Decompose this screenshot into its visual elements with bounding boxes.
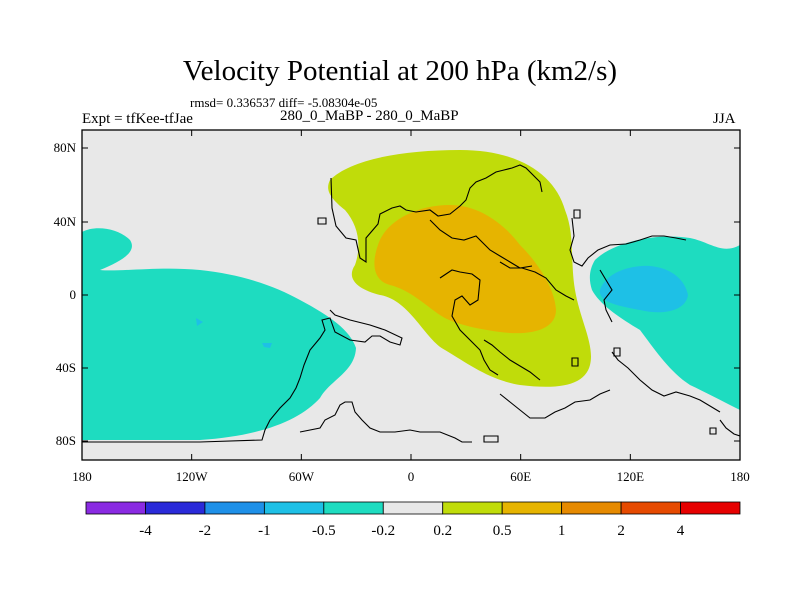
colorbar-label: -0.5 <box>312 523 336 539</box>
neg-region-east-blob <box>721 262 740 281</box>
coastline-europe-interior <box>429 219 533 269</box>
coastline-seasia <box>599 269 613 323</box>
coastline-eastern-edge <box>719 419 740 437</box>
colorbar-label: -2 <box>199 523 212 539</box>
x-tick-label: 180 <box>72 469 92 484</box>
case-label: 280_0_MaBP - 280_0_MaBP <box>280 108 459 124</box>
colorbar-label: 4 <box>677 523 685 539</box>
x-tick-label: 0 <box>408 469 415 484</box>
island-6 <box>709 427 717 435</box>
coastline-america <box>82 309 403 443</box>
x-tick-label: 60W <box>289 469 315 484</box>
island-4 <box>613 347 621 357</box>
colorbar: -4 -2 -1 -0.5 -0.2 0.2 0.5 1 2 4 <box>85 501 741 539</box>
x-tick-label: 180 <box>730 469 750 484</box>
coastlines <box>82 164 740 443</box>
y-tick-label: 80S <box>56 433 76 448</box>
island-2 <box>573 209 581 219</box>
colorbar-swatch <box>145 501 206 515</box>
neg-core-east <box>599 265 688 313</box>
neg-speck-2 <box>262 343 272 348</box>
y-tick-label: 40N <box>54 214 77 229</box>
x-tick-label: 120W <box>176 469 209 484</box>
island-3 <box>571 357 579 367</box>
y-tick-label: 0 <box>70 287 77 302</box>
y-tick-label: 40S <box>56 360 76 375</box>
colorbar-swatch <box>263 501 325 515</box>
experiment-label: Expt = tfKee-tfJae <box>82 111 193 127</box>
colorbar-swatch <box>442 501 503 515</box>
coastline-australia <box>499 389 611 419</box>
pos-region-mid <box>374 205 556 334</box>
chart-title: Velocity Potential at 200 hPa (km2/s) <box>182 55 618 87</box>
coastline-arabia <box>499 261 575 301</box>
y-tick-label: 80N <box>54 140 77 155</box>
coastline-africa <box>439 269 499 376</box>
map-fill-layer <box>82 130 740 460</box>
neg-speck-1 <box>196 318 203 326</box>
neg-region-west <box>82 228 356 440</box>
x-tick-label: 60E <box>510 469 531 484</box>
colorbar-swatch <box>323 501 384 515</box>
colorbar-label: -4 <box>139 523 152 539</box>
x-tick-label: 120E <box>617 469 645 484</box>
colorbar-swatch <box>382 501 444 515</box>
island-1 <box>317 217 327 225</box>
stats-label: rmsd= 0.336537 diff= -5.08304e-05 <box>190 95 378 110</box>
colorbar-swatch <box>620 501 681 515</box>
colorbar-label: 1 <box>558 523 566 539</box>
coastline-india <box>569 217 687 267</box>
colorbar-swatch <box>85 501 146 515</box>
colorbar-swatch <box>680 501 741 515</box>
coastline-africa-west <box>330 164 543 264</box>
colorbar-swatch <box>204 501 265 515</box>
colorbar-label: 0.2 <box>433 523 452 539</box>
island-5 <box>483 435 499 443</box>
colorbar-label: -0.2 <box>371 523 395 539</box>
colorbar-label: 2 <box>617 523 625 539</box>
colorbar-label: 0.5 <box>493 523 512 539</box>
coastline-africa-south <box>483 339 541 381</box>
x-axis: 180 120W 60W 0 60E 120E 180 <box>72 130 750 484</box>
coastline-southamerica-tip <box>299 401 472 443</box>
colorbar-swatch <box>501 501 563 515</box>
colorbar-swatch <box>561 501 622 515</box>
colorbar-label: -1 <box>258 523 271 539</box>
coastline-indonesia <box>611 351 721 413</box>
season-label: JJA <box>713 111 736 127</box>
y-axis: 80N 40N 0 40S 80S <box>54 140 740 448</box>
